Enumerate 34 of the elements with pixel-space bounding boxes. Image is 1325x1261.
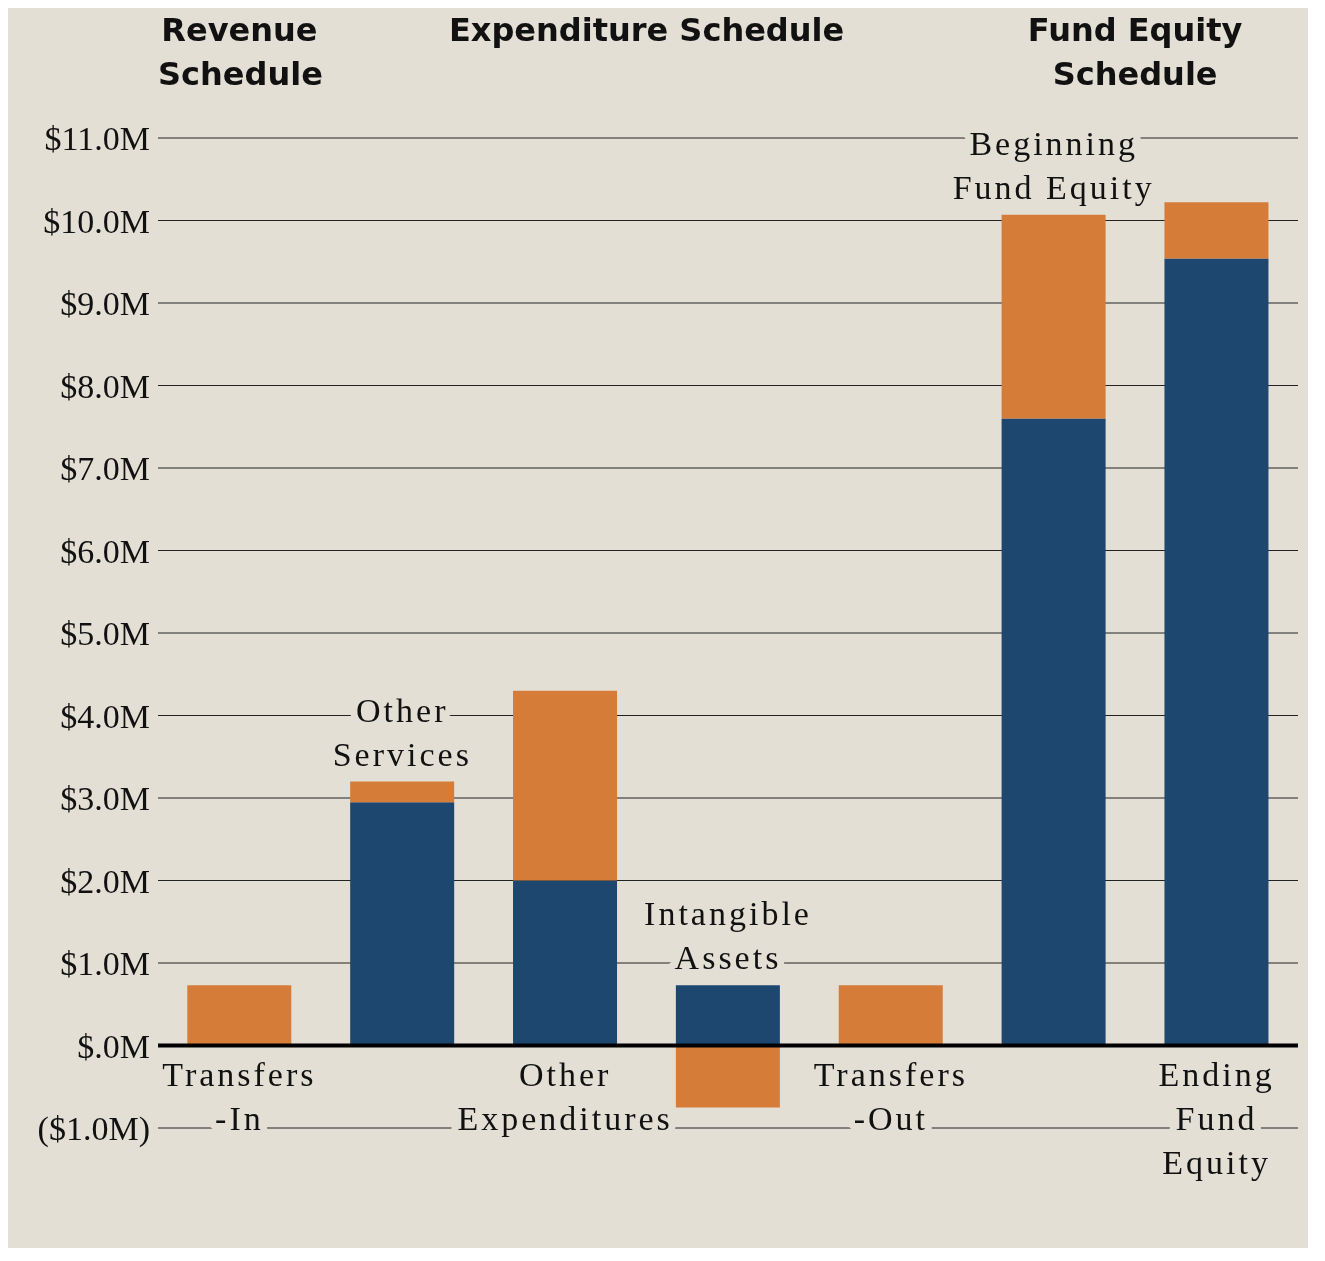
x-tick-label: Transfers -In: [162, 1055, 317, 1137]
y-tick-label: $8.0M: [60, 367, 150, 405]
bar: [513, 880, 618, 1046]
y-tick-label: $3.0M: [60, 780, 150, 818]
x-tick-label: Beginning Fund Equity: [952, 124, 1155, 206]
text: Fund Equity Schedule: [1026, 10, 1244, 95]
y-tick-label: $1.0M: [60, 945, 150, 983]
x-tick-label: Other Expenditures: [457, 1055, 673, 1137]
y-tick-label: $7.0M: [60, 450, 150, 488]
bar: [1001, 214, 1106, 419]
y-tick-label: $6.0M: [60, 532, 150, 570]
y-tick-label: ($1.0M): [37, 1110, 150, 1149]
y-tick-label: $5.0M: [60, 615, 150, 653]
bar: [675, 985, 780, 1046]
bar: [350, 802, 455, 1046]
text: Revenue Schedule: [158, 10, 323, 95]
bar: [187, 985, 292, 1046]
y-tick-label: $.0M: [77, 1027, 150, 1065]
y-tick-label: $4.0M: [60, 697, 150, 735]
x-tick-label: Transfers -Out: [813, 1055, 968, 1137]
x-tick-label: Intangible Assets: [644, 895, 812, 977]
bar: [513, 690, 618, 881]
bar: [838, 985, 943, 1046]
text: Expenditure Schedule: [447, 10, 846, 51]
y-tick-label: $11.0M: [44, 120, 150, 158]
y-tick-label: $9.0M: [60, 285, 150, 323]
x-tick-label: Ending Fund Equity: [1158, 1055, 1275, 1181]
y-tick-label: $10.0M: [43, 202, 150, 240]
y-tick-label: $2.0M: [60, 862, 150, 900]
bar: [675, 1045, 780, 1108]
bar: [350, 781, 455, 803]
bar: [1164, 202, 1269, 259]
bar: [1164, 258, 1269, 1046]
bar: [1001, 418, 1106, 1046]
